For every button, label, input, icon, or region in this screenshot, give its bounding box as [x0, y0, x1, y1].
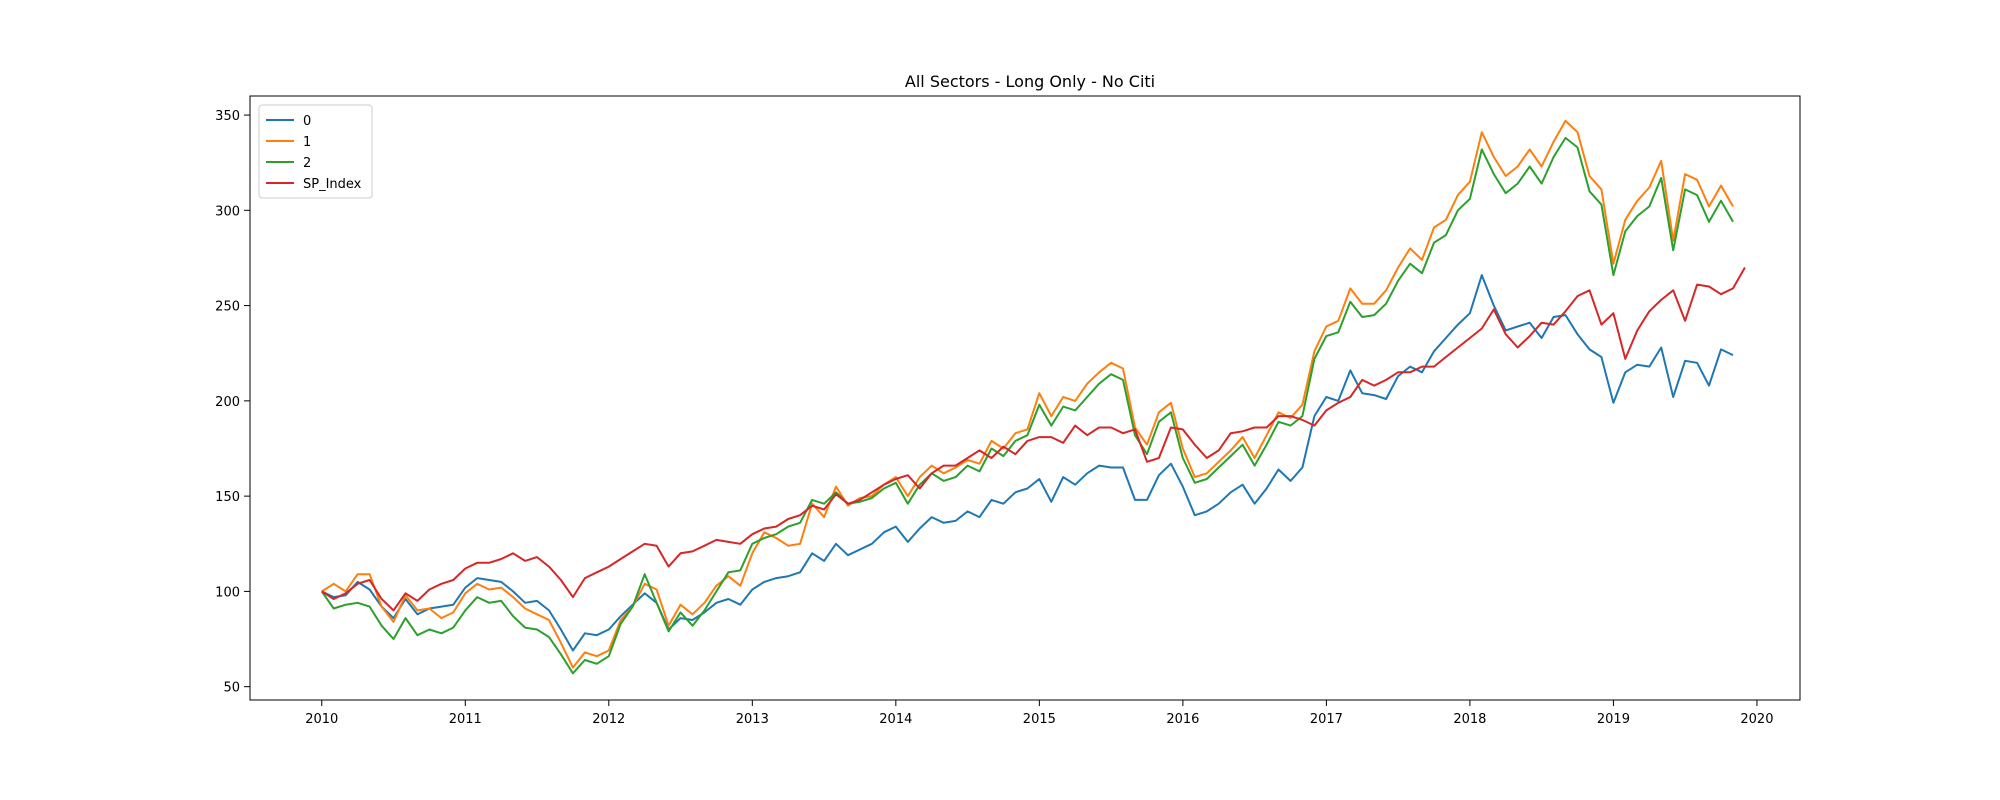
y-tick-label: 50	[223, 681, 240, 696]
series-line-2	[320, 136, 1734, 675]
x-tick-label: 2014	[879, 712, 912, 727]
y-tick-label: 100	[215, 585, 240, 600]
x-tick-label: 2015	[1023, 712, 1056, 727]
legend-box	[258, 104, 373, 199]
series-line-3	[321, 267, 1746, 612]
legend-label: 0	[303, 114, 311, 129]
legend-label: SP_Index	[303, 177, 362, 192]
x-tick-label: 2018	[1453, 712, 1486, 727]
y-tick-label: 250	[215, 300, 240, 315]
x-tick-label: 2017	[1310, 712, 1343, 727]
legend-label: 1	[303, 135, 311, 150]
x-tick-label: 2010	[305, 712, 338, 727]
y-tick-label: 300	[215, 204, 240, 219]
legend-label: 2	[303, 156, 311, 171]
series-line-0	[321, 274, 1734, 652]
plot-lines	[320, 119, 1746, 675]
x-tick-label: 2013	[736, 712, 769, 727]
x-tick-label: 2016	[1166, 712, 1199, 727]
x-tick-label: 2011	[449, 712, 482, 727]
y-tick-label: 150	[215, 490, 240, 505]
legend: 0 1 2 SP_Index	[258, 104, 373, 199]
x-tick-label: 2020	[1740, 712, 1773, 727]
chart-title: All Sectors - Long Only - No Citi	[905, 72, 1155, 91]
series-line-1	[321, 119, 1734, 669]
x-tick-label: 2012	[592, 712, 625, 727]
plot-frame	[249, 95, 1801, 701]
y-tick-label: 200	[215, 395, 240, 410]
x-tick-label: 2019	[1597, 712, 1630, 727]
y-axis: 50 100 150 200 250 300 350	[215, 109, 250, 696]
x-axis: 2010 2011 2012 2013 2014 2015 2016 2017 2018 2019…	[305, 700, 1773, 727]
y-tick-label: 350	[215, 109, 240, 124]
